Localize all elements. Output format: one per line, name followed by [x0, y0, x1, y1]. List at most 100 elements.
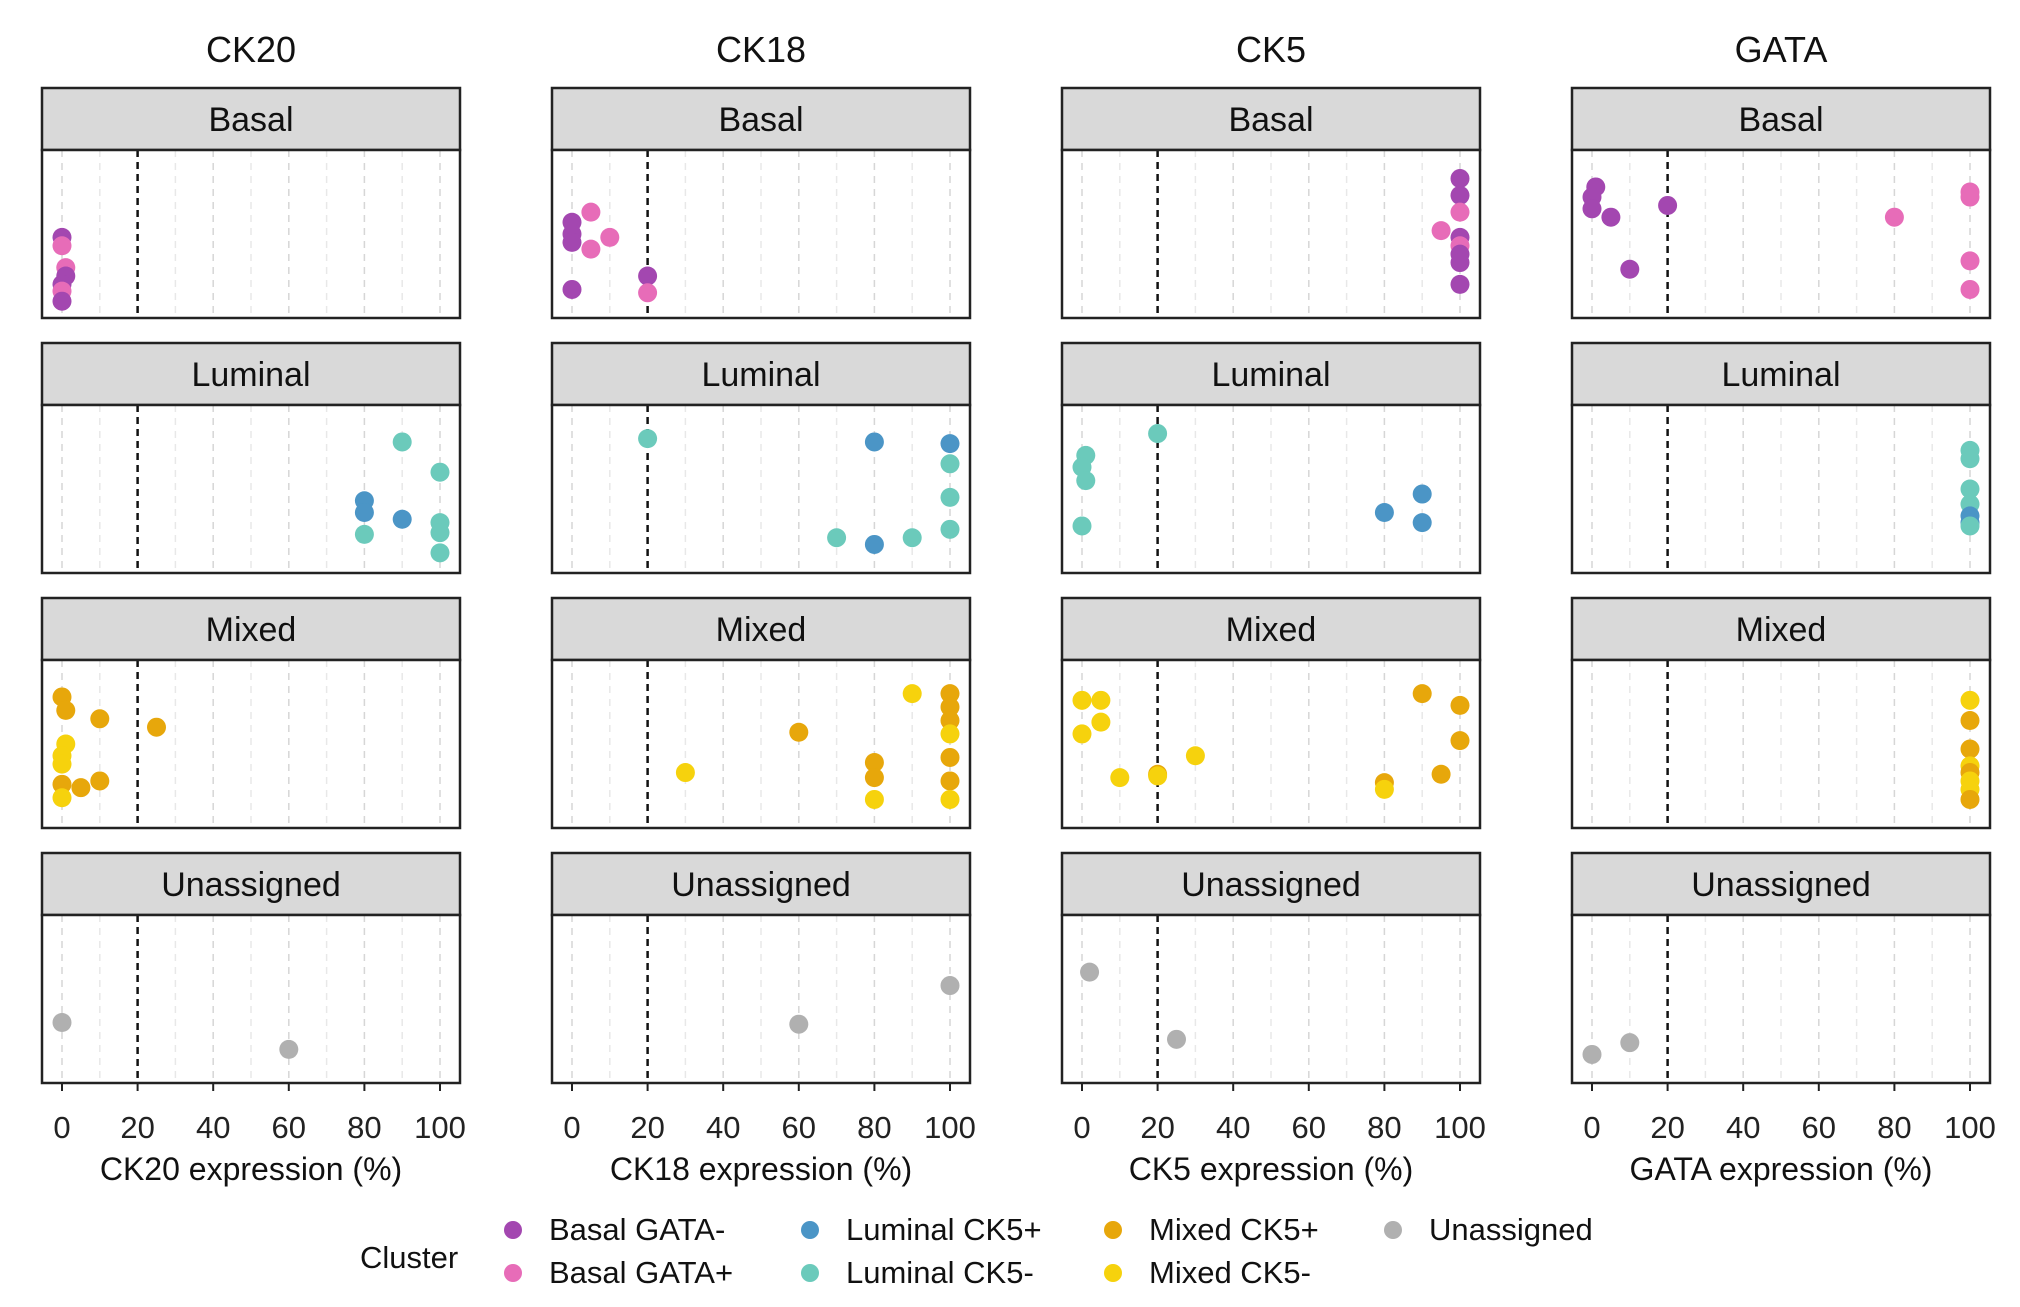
- x-axis-title: CK5 expression (%): [1129, 1151, 1414, 1187]
- data-point: [940, 747, 960, 767]
- data-point: [902, 684, 922, 704]
- panel-border: [1570, 148, 1992, 320]
- data-point: [638, 429, 658, 449]
- x-tick-label: 60: [272, 1110, 306, 1145]
- facet-strip: [550, 851, 972, 917]
- panel-border: [550, 403, 972, 575]
- data-point: [1601, 207, 1621, 227]
- legend-swatch: [801, 1264, 819, 1282]
- legend-item-label: Luminal CK5+: [846, 1212, 1042, 1247]
- data-point: [638, 266, 658, 286]
- data-point: [940, 976, 960, 996]
- facet-strip: [40, 86, 462, 152]
- facet-strip-label: Unassigned: [1181, 866, 1361, 904]
- column-title: CK20: [206, 29, 296, 70]
- data-point: [1960, 690, 1980, 710]
- x-tick-label: 100: [924, 1110, 976, 1145]
- panel-border: [1570, 658, 1992, 830]
- x-tick-label: 20: [1650, 1110, 1684, 1145]
- x-tick-label: 40: [196, 1110, 230, 1145]
- x-axis-title: CK18 expression (%): [610, 1151, 912, 1187]
- data-point: [940, 487, 960, 507]
- column-title: CK18: [716, 29, 806, 70]
- x-tick-label: 0: [563, 1110, 580, 1145]
- data-point: [1960, 739, 1980, 759]
- data-point: [1072, 724, 1092, 744]
- facet-strip: [1060, 851, 1482, 917]
- data-point: [392, 432, 412, 452]
- legend-swatch: [1104, 1264, 1122, 1282]
- facet-strip: [550, 596, 972, 662]
- data-point: [90, 709, 110, 729]
- legend-item-label: Unassigned: [1429, 1212, 1593, 1247]
- facet-strip-label: Unassigned: [1691, 866, 1871, 904]
- facet-strip: [1570, 86, 1992, 152]
- x-tick-label: 20: [630, 1110, 664, 1145]
- data-point: [1960, 516, 1980, 536]
- data-point: [827, 528, 847, 548]
- data-point: [52, 754, 72, 774]
- data-point: [1148, 424, 1168, 444]
- data-point: [789, 1014, 809, 1034]
- data-point: [1582, 1044, 1602, 1064]
- data-point: [1960, 187, 1980, 207]
- x-tick-label: 20: [120, 1110, 154, 1145]
- facet-strip: [1060, 596, 1482, 662]
- x-tick-label: 100: [1434, 1110, 1486, 1145]
- facet-strip-label: Luminal: [191, 356, 310, 394]
- data-point: [940, 771, 960, 791]
- data-point: [1450, 731, 1470, 751]
- data-point: [147, 717, 166, 737]
- data-point: [940, 697, 960, 717]
- data-point: [56, 700, 76, 720]
- data-point: [1960, 251, 1980, 271]
- data-point: [1450, 169, 1470, 189]
- panel-border: [1570, 913, 1992, 1085]
- column-title: CK5: [1236, 29, 1306, 70]
- data-point: [1076, 471, 1096, 491]
- legend-item-label: Basal GATA+: [549, 1255, 733, 1290]
- data-point: [600, 227, 620, 247]
- panel-border: [1060, 403, 1482, 575]
- data-point: [71, 778, 91, 798]
- x-tick-label: 100: [414, 1110, 466, 1145]
- facet-strip: [1060, 86, 1482, 152]
- panel-border: [1060, 658, 1482, 830]
- data-point: [1620, 259, 1640, 279]
- data-point: [1148, 766, 1168, 786]
- data-point: [279, 1039, 299, 1059]
- facet-strip-label: Luminal: [701, 356, 820, 394]
- x-tick-label: 60: [1802, 1110, 1836, 1145]
- legend-swatch: [504, 1264, 522, 1282]
- panel-border: [1570, 403, 1992, 575]
- legend-swatch: [1104, 1221, 1122, 1239]
- panel-border: [40, 403, 462, 575]
- data-point: [1884, 207, 1904, 227]
- facet-strip-label: Mixed: [206, 611, 297, 649]
- facet-strip: [40, 341, 462, 407]
- data-point: [1091, 712, 1111, 732]
- legend-item-label: Mixed CK5+: [1149, 1212, 1319, 1247]
- facet-strip-label: Basal: [1738, 101, 1823, 139]
- data-point: [581, 239, 601, 259]
- x-axis-title: GATA expression (%): [1630, 1151, 1933, 1187]
- data-point: [1110, 768, 1130, 788]
- panel-border: [550, 658, 972, 830]
- data-point: [1431, 221, 1451, 241]
- facet-strip: [40, 596, 462, 662]
- data-point: [1072, 516, 1092, 536]
- data-point: [789, 722, 809, 742]
- data-point: [430, 462, 450, 482]
- data-point: [940, 710, 960, 730]
- data-point: [1091, 690, 1111, 710]
- panel-border: [40, 148, 462, 320]
- facet-strip-label: Basal: [208, 101, 293, 139]
- legend-item-label: Luminal CK5-: [846, 1255, 1034, 1290]
- data-point: [1960, 479, 1980, 499]
- data-point: [864, 432, 884, 452]
- facet-strip-label: Mixed: [1226, 611, 1317, 649]
- legend-title: Cluster: [360, 1240, 458, 1275]
- data-point: [1080, 962, 1100, 982]
- data-point: [940, 789, 960, 809]
- data-point: [52, 291, 72, 311]
